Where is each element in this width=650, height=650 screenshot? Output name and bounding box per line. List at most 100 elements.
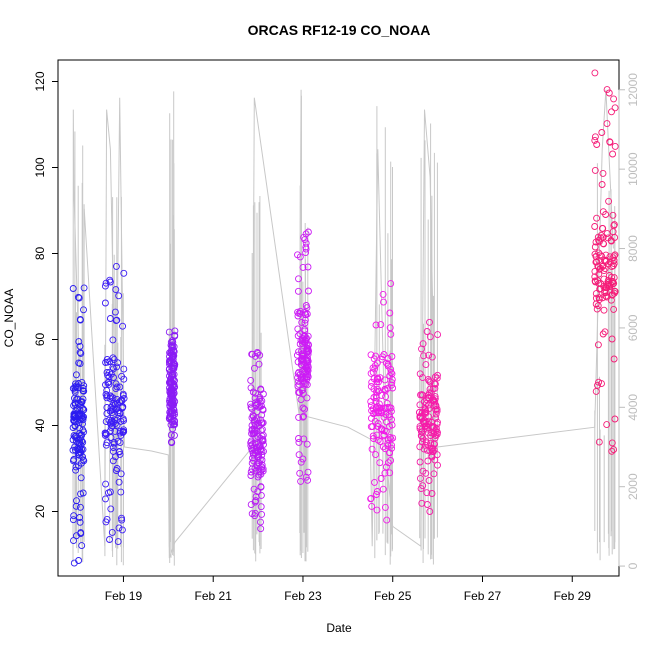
co-data-point xyxy=(77,529,85,537)
chart-title: ORCAS RF12-19 CO_NOAA xyxy=(248,22,431,38)
altitude-track-layer xyxy=(72,89,616,566)
co-data-point xyxy=(107,423,115,431)
co-data-point xyxy=(118,514,125,522)
co-data-point xyxy=(368,445,376,453)
co-data-point xyxy=(376,374,384,382)
co-data-point xyxy=(426,378,434,386)
co-data-point xyxy=(373,488,381,495)
co-data-point xyxy=(108,422,116,430)
co-data-point xyxy=(377,475,385,482)
co-data-point xyxy=(169,364,177,372)
co-data-point xyxy=(303,440,311,448)
co-data-point xyxy=(75,557,83,564)
co-data-point xyxy=(386,324,394,332)
co-data-point xyxy=(608,273,615,281)
co-data-point xyxy=(388,444,396,452)
co-data-point xyxy=(434,461,441,469)
co-data-point xyxy=(431,398,439,406)
co-data-point xyxy=(75,451,83,459)
co-data-point xyxy=(80,284,88,292)
co-data-point xyxy=(80,457,88,465)
co-data-point xyxy=(388,379,396,387)
co-data-point xyxy=(116,427,124,435)
co-data-point xyxy=(72,383,80,391)
co-data-point xyxy=(78,542,86,550)
co-data-point xyxy=(377,321,385,329)
co-data-point xyxy=(421,422,429,430)
co-data-point xyxy=(426,389,433,397)
co-data-point xyxy=(370,435,377,442)
co-data-point xyxy=(72,414,79,422)
co-data-point xyxy=(109,444,117,451)
co-data-point xyxy=(170,365,178,373)
co-data-point xyxy=(595,438,603,446)
co-data-point xyxy=(428,490,436,497)
co-data-point xyxy=(301,327,309,335)
co-data-point xyxy=(117,470,125,478)
co-data-point xyxy=(247,384,255,392)
co-data-point xyxy=(295,438,303,446)
co-data-point xyxy=(168,393,176,400)
co-data-point xyxy=(367,398,375,406)
co-data-point xyxy=(110,374,117,381)
co-data-point xyxy=(77,474,85,482)
co-data-point xyxy=(113,399,121,407)
co-data-point xyxy=(434,331,442,339)
co-data-point xyxy=(605,272,613,279)
co-data-point xyxy=(300,435,308,443)
co-data-point xyxy=(302,355,309,363)
co-data-point xyxy=(609,290,617,298)
co-data-point xyxy=(256,351,264,359)
co-data-point xyxy=(426,508,434,515)
co-data-point xyxy=(422,399,430,407)
co-data-point xyxy=(101,282,109,290)
co-data-point xyxy=(257,503,265,511)
co-data-point xyxy=(257,385,265,393)
co-data-point xyxy=(423,501,431,508)
co-data-point xyxy=(593,141,601,148)
co-data-point xyxy=(367,351,375,359)
co-data-point xyxy=(75,359,83,367)
co-data-point xyxy=(369,364,377,372)
co-data-point xyxy=(608,108,615,116)
co-data-point xyxy=(379,290,387,298)
co-data-point xyxy=(304,476,312,484)
co-data-point xyxy=(101,299,109,307)
co-data-point xyxy=(303,345,311,353)
co-data-point xyxy=(610,252,618,260)
co-data-point xyxy=(72,371,80,379)
co-data-point xyxy=(120,394,128,402)
co-data-point xyxy=(375,407,383,415)
co-data-point xyxy=(167,416,175,424)
co-data-point xyxy=(591,69,599,77)
co-data-point xyxy=(106,358,114,365)
co-data-point xyxy=(170,348,178,356)
co-data-point xyxy=(302,370,310,377)
co-data-point xyxy=(75,294,83,302)
co-data-point xyxy=(301,236,309,244)
co-data-point xyxy=(593,305,601,313)
co-data-point xyxy=(384,360,392,368)
co-data-point xyxy=(255,360,263,368)
co-data-point xyxy=(118,372,126,380)
co-data-point xyxy=(433,407,441,415)
co-data-point xyxy=(606,138,614,146)
co-data-point xyxy=(421,441,429,449)
co-data-point xyxy=(71,399,79,407)
co-data-point xyxy=(171,417,178,425)
co-data-point xyxy=(385,411,393,419)
x-tick-label: Feb 21 xyxy=(195,589,233,603)
co-data-point xyxy=(295,413,303,421)
co-data-point xyxy=(303,348,311,355)
co-data-point xyxy=(605,89,613,97)
co-data-point xyxy=(296,307,304,315)
co-data-point xyxy=(371,365,379,373)
co-data-point xyxy=(168,354,176,362)
co-data-point xyxy=(69,457,77,465)
co-data-point xyxy=(372,392,380,400)
co-data-point xyxy=(599,330,607,338)
y-tick-label: 20 xyxy=(33,505,47,519)
co-data-point xyxy=(591,136,599,144)
co-data-point xyxy=(301,316,309,324)
